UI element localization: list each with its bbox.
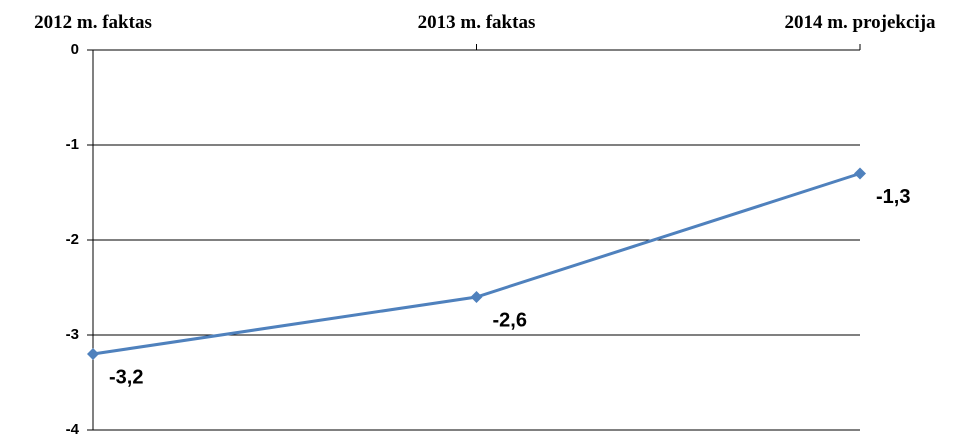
marker xyxy=(87,348,99,360)
x-tick-label: 2014 m. projekcija xyxy=(784,12,936,33)
y-tick-label: 0 xyxy=(71,41,79,58)
y-tick-label: -3 xyxy=(66,326,79,343)
y-tick-label: -1 xyxy=(66,136,79,153)
marker xyxy=(854,167,866,180)
line xyxy=(92,172,861,356)
x-tick-label: 2013 m. faktas xyxy=(418,12,536,33)
data-label: -3,2 xyxy=(109,366,143,388)
x-tick-label: 2012 m. faktas xyxy=(34,12,152,33)
data-label: -1,3 xyxy=(876,186,910,208)
y-tick-label: -2 xyxy=(66,231,79,248)
data-label: -2,6 xyxy=(493,309,527,331)
marker xyxy=(470,291,483,303)
y-tick-label: -4 xyxy=(66,421,80,437)
